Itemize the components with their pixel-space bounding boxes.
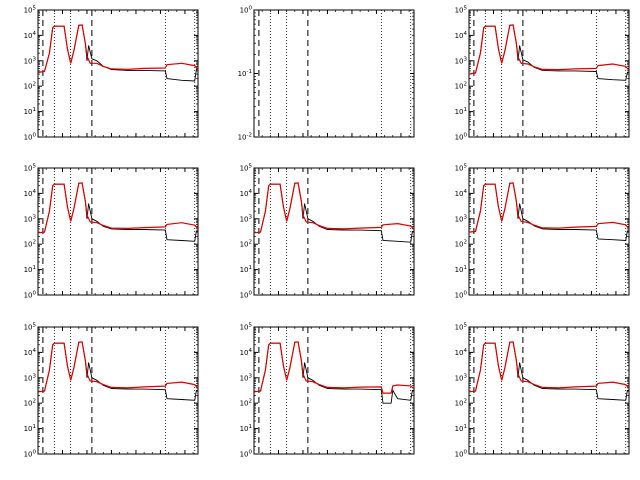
series-lld: [469, 24, 629, 75]
series-lld: [469, 182, 629, 233]
chart-det2: 10-2 10-1 100: [238, 6, 415, 142]
y-tick-label: 105: [455, 6, 468, 15]
series-lld: [469, 341, 629, 393]
y-tick-label: 105: [24, 6, 37, 15]
series-events: [254, 341, 414, 404]
y-tick-label: 100: [455, 291, 468, 300]
y-tick-label: 104: [240, 189, 253, 198]
series-lld: [254, 182, 414, 234]
y-tick-label: 101: [24, 265, 36, 274]
y-tick-label: 10-1: [238, 69, 252, 78]
chart-det1: 100 101 102 103 104 105: [24, 6, 199, 142]
chart-det7: 100 101 102 103 104 105: [24, 323, 199, 459]
y-tick-label: 103: [24, 56, 37, 65]
y-tick-label: 101: [24, 107, 36, 116]
chart-det5: 100 101 102 103 104 105: [240, 164, 415, 300]
plot-frame: [253, 326, 415, 455]
series-events: [38, 341, 198, 401]
y-tick-label: 102: [24, 399, 36, 408]
y-tick-label: 100: [240, 291, 253, 300]
y-tick-label: 102: [24, 240, 36, 249]
y-tick-label: 101: [455, 265, 467, 274]
y-tick-label: 105: [455, 323, 468, 332]
y-tick-label: 105: [24, 323, 37, 332]
y-tick-label: 100: [240, 6, 253, 15]
plot-frame: [37, 326, 199, 455]
y-tick-label: 104: [24, 348, 37, 357]
plot-frame: [37, 9, 199, 138]
y-tick-label: 101: [240, 424, 252, 433]
y-tick-label: 100: [455, 133, 468, 142]
chart-det4: 100 101 102 103 104 105: [24, 164, 199, 300]
y-tick-label: 104: [24, 189, 37, 198]
chart-det8: 100 101 102 103 104 105: [240, 323, 415, 459]
series-events: [469, 341, 629, 401]
series-lld: [38, 182, 198, 234]
y-tick-label: 102: [455, 240, 467, 249]
series-lld: [38, 24, 198, 73]
y-tick-label: 102: [455, 82, 467, 91]
plot-frame: [468, 167, 630, 296]
y-tick-label: 101: [240, 265, 252, 274]
y-tick-label: 105: [24, 164, 37, 173]
y-tick-label: 104: [24, 31, 37, 40]
series-events: [469, 24, 629, 81]
y-tick-label: 10-2: [238, 133, 252, 142]
plot-frame: [253, 9, 415, 138]
series-events: [469, 182, 629, 241]
y-tick-label: 100: [24, 291, 37, 300]
y-tick-label: 103: [240, 373, 253, 382]
y-tick-label: 103: [455, 214, 468, 223]
plot-frame: [37, 167, 199, 296]
y-tick-label: 103: [455, 56, 468, 65]
plot-frame: [468, 326, 630, 455]
y-tick-label: 104: [455, 31, 468, 40]
chart-det9: 100 101 102 103 104 105: [455, 323, 630, 459]
y-tick-label: 100: [24, 133, 37, 142]
y-tick-label: 102: [240, 240, 252, 249]
y-tick-label: 100: [455, 450, 468, 459]
y-tick-label: 103: [455, 373, 468, 382]
y-tick-label: 101: [24, 424, 36, 433]
series-events: [38, 182, 198, 242]
y-tick-label: 105: [455, 164, 468, 173]
chart-det6: 100 101 102 103 104 105: [455, 164, 630, 300]
y-tick-label: 102: [24, 82, 36, 91]
y-tick-label: 104: [240, 348, 253, 357]
y-tick-label: 101: [455, 107, 467, 116]
series-events: [254, 182, 414, 243]
y-tick-label: 103: [24, 373, 37, 382]
series-lld: [38, 341, 198, 393]
y-tick-label: 105: [240, 164, 253, 173]
y-tick-label: 102: [455, 399, 467, 408]
y-tick-label: 102: [240, 399, 252, 408]
plot-frame: [468, 9, 630, 138]
y-tick-label: 103: [240, 214, 253, 223]
y-tick-label: 105: [240, 323, 253, 332]
series-lld: [254, 341, 414, 394]
y-tick-label: 101: [455, 424, 467, 433]
y-tick-label: 104: [455, 189, 468, 198]
y-tick-label: 103: [24, 214, 37, 223]
plot-frame: [253, 167, 415, 296]
y-tick-label: 100: [24, 450, 37, 459]
y-tick-label: 104: [455, 348, 468, 357]
chart-det3: 100 101 102 103 104 105: [455, 6, 630, 142]
series-events: [38, 24, 198, 82]
y-tick-label: 100: [240, 450, 253, 459]
